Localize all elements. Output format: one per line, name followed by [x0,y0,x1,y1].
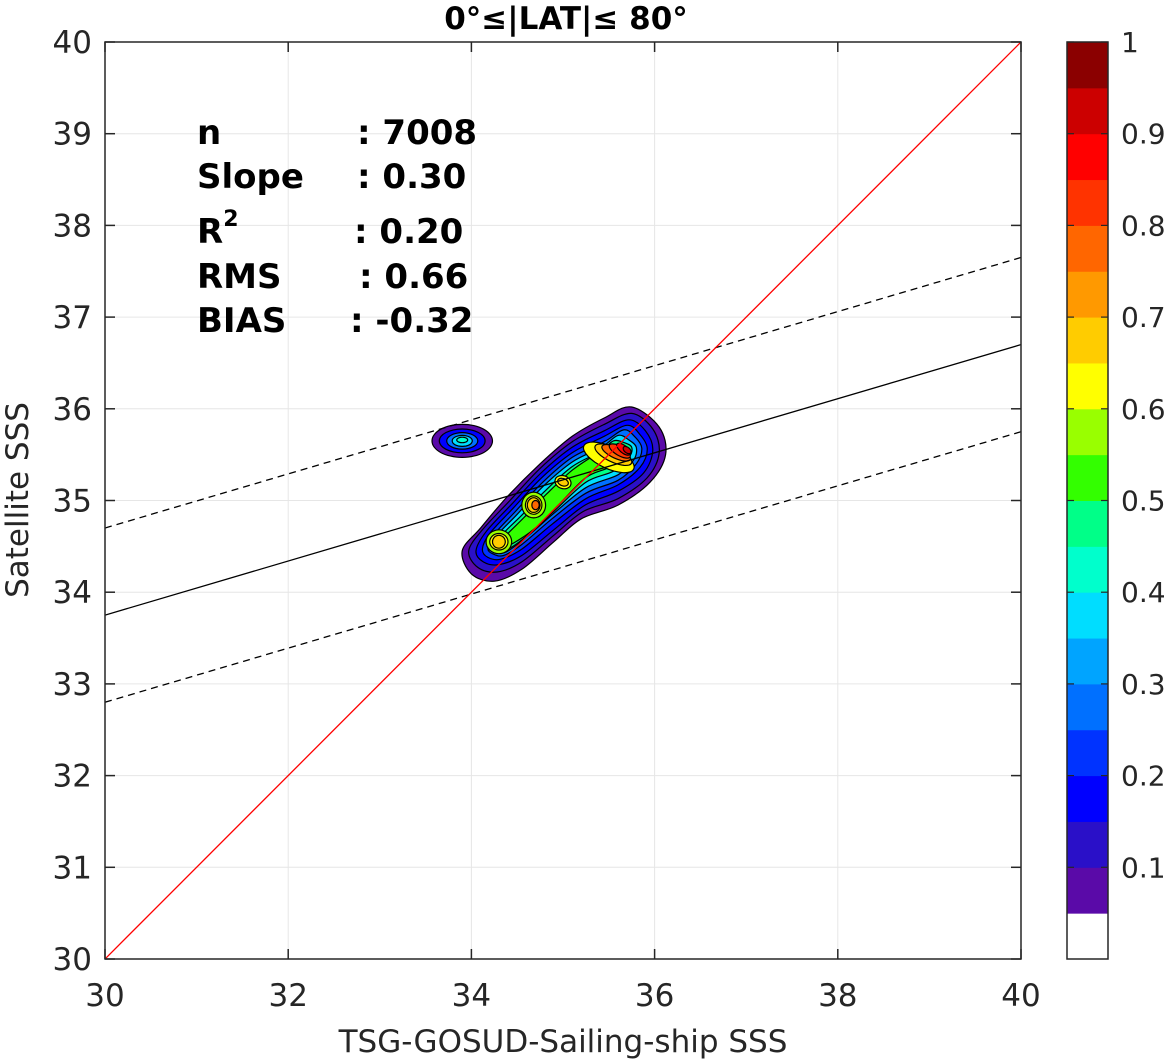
colorbar-tick-label: 0.6 [1121,393,1166,426]
y-tick-label: 38 [53,208,92,244]
reference-lines [105,42,1021,959]
regression-upper-line [105,256,1021,529]
colorbar-segment [1067,87,1108,135]
x-axis-title: TSG-GOSUD-Sailing-ship SSS [338,1024,788,1060]
y-tick-label: 39 [53,117,92,153]
colorbar-segment [1067,867,1108,914]
colorbar-tick-label: 0.3 [1121,668,1166,701]
contour-band [456,436,469,444]
y-tick-label: 31 [53,850,92,886]
colorbar-tick-label: 0.5 [1121,485,1166,518]
colorbar-segment [1067,592,1108,639]
colorbar-tick-label: 1 [1121,26,1139,59]
contour-band [531,499,540,511]
one-to-one-line [105,42,1021,959]
stat-r2-sup: 2 [223,207,238,232]
stat-r2-base: R [197,212,223,252]
colorbar-segment [1067,683,1108,731]
colorbar-segment [1067,317,1108,364]
x-tick-label: 30 [85,978,124,1014]
stat-bias-value: : -0.32 [350,301,473,341]
colorbar-tick-label: 0.9 [1121,118,1166,151]
y-tick-label: 32 [53,759,92,795]
colorbar-segment [1067,42,1108,89]
x-tick-label: 32 [268,978,307,1014]
colorbar-segment [1067,913,1108,960]
grid [104,41,1022,960]
colorbar-segment [1067,638,1108,685]
colorbar-segment [1067,729,1108,777]
colorbar-tick-label: 0.1 [1121,851,1166,884]
stat-r2-label: R2 [197,207,239,252]
stat-rms-value: : 0.66 [359,257,468,297]
y-axis-title: Satellite SSS [0,402,36,598]
colorbar [1067,42,1108,960]
colorbar-segment [1067,225,1108,272]
colorbar-tick-label: 0.4 [1121,576,1166,609]
colorbar-segment [1067,271,1108,318]
colorbar-segment [1067,775,1108,822]
colorbar-segment [1067,821,1108,868]
stat-r2-value: : 0.20 [354,212,463,252]
colorbar-segment [1067,546,1108,593]
colorbar-segment [1067,362,1108,410]
colorbar-ticks: 0.1 0.2 0.3 0.4 0.5 0.6 0.7 0.8 0.9 1 [1067,26,1166,884]
colorbar-frame [1066,41,1109,960]
stat-rms-label: RMS [197,257,282,297]
y-tick-label: 35 [53,484,92,520]
axis-ticks: 30 32 34 36 38 40 30 31 32 33 34 35 36 37 38 39 40 [53,25,1041,1014]
contour-band [622,445,632,455]
x-tick-label: 40 [1001,978,1040,1014]
y-tick-label: 37 [53,300,92,336]
y-tick-label: 36 [53,392,92,428]
regression-lower-line [105,431,1021,703]
colorbar-segment [1067,179,1108,226]
contour-band [491,534,506,549]
colorbar-tick-label: 0.7 [1121,301,1166,334]
stat-bias-label: BIAS [197,301,286,341]
density-contours [431,406,667,582]
x-tick-label: 34 [452,978,491,1014]
stat-n-value: : 7008 [357,113,477,153]
regression-line [105,343,1021,616]
colorbar-segment [1067,500,1108,547]
y-tick-label: 33 [53,667,92,703]
y-tick-label: 40 [53,25,92,61]
colorbar-tick-label: 0.8 [1121,209,1166,242]
stat-slope-value: : 0.30 [357,157,466,197]
colorbar-tick-label: 0.2 [1121,760,1166,793]
colorbar-segment [1067,454,1108,501]
stats-annotation: n : 7008 Slope : 0.30 R2 : 0.20 RMS : 0.… [197,113,477,341]
y-tick-label: 30 [53,942,92,978]
colorbar-segment [1067,133,1108,181]
chart-title: 0°≤|LAT|≤ 80° [444,1,688,37]
colorbar-segment [1067,408,1108,456]
y-tick-label: 34 [53,575,92,611]
x-tick-label: 38 [818,978,857,1014]
stat-slope-label: Slope [197,157,304,197]
x-tick-label: 36 [635,978,674,1014]
stat-n-label: n [197,113,221,153]
